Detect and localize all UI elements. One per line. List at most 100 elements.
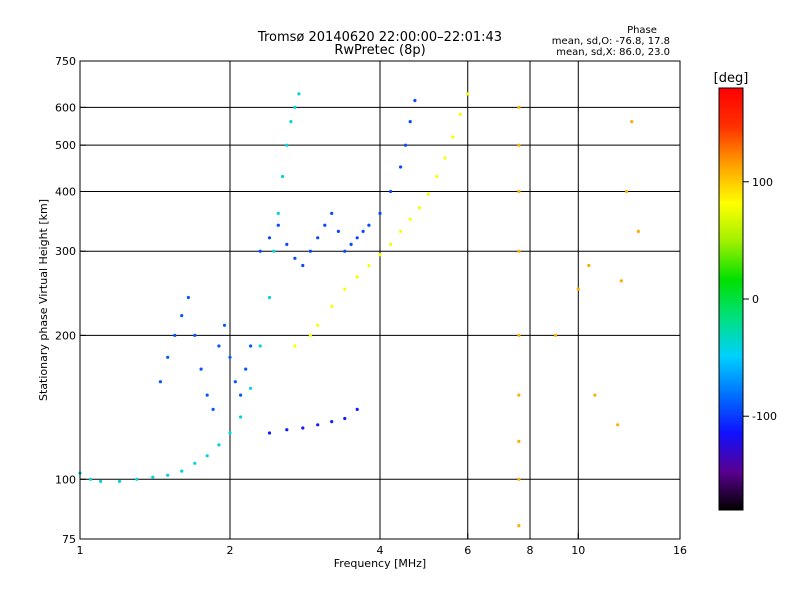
scatter-point (367, 223, 371, 227)
scatter-point (619, 279, 623, 283)
scatter-point (180, 314, 184, 318)
scatter-point (173, 333, 177, 337)
scatter-point (330, 420, 334, 424)
colorbar-ticks: 100 0 -100 (743, 176, 777, 423)
scatter-point (228, 355, 232, 359)
scatter-point (616, 423, 620, 427)
scatter-point (99, 479, 103, 483)
scatter-point (378, 211, 382, 215)
scatter-point (308, 333, 312, 337)
scatter-point (553, 333, 558, 337)
x-tick-label: 6 (464, 544, 471, 557)
chart-subtitle: RwPretec (8p) (334, 43, 425, 58)
chart-title: Tromsø 20140620 22:00:00–22:01:43 (257, 30, 502, 45)
y-tick-label: 400 (55, 185, 76, 198)
colorbar-label: [deg] (714, 71, 749, 86)
scatter-point (211, 407, 215, 411)
scatter-point (297, 92, 301, 96)
scatter-point (267, 431, 272, 435)
axis-layer: 1 2 4 6 8 10 16 75 100 200 300 400 500 600 750 (55, 55, 687, 557)
scatter-point (323, 223, 327, 227)
scatter-point (330, 304, 334, 308)
scatter-point (408, 217, 412, 221)
scatter-point (367, 263, 371, 268)
scatter-point (186, 295, 190, 300)
scatter-point (576, 287, 580, 291)
scatter-point (301, 263, 305, 268)
scatter-point (355, 275, 359, 279)
scatter-point (316, 423, 320, 427)
scatter-point (443, 156, 447, 160)
scatter-point (285, 143, 289, 147)
scatter-point (625, 189, 629, 194)
colorbar-tick-label: -100 (752, 410, 777, 423)
scatter-point (233, 380, 237, 384)
scatter-point (258, 344, 262, 348)
y-tick-label: 600 (55, 101, 76, 114)
scatter-point (517, 105, 521, 109)
scatter-point (389, 242, 393, 246)
scatter-point (166, 355, 170, 359)
y-tick-label: 200 (55, 329, 76, 342)
x-axis-label: Frequency [MHz] (334, 557, 426, 570)
scatter-point (117, 479, 122, 483)
scatter-point (239, 415, 243, 419)
colorbar-gradient (719, 88, 743, 510)
scatter-point (417, 206, 422, 210)
scatter-point (239, 393, 243, 397)
scatter-point (361, 229, 365, 233)
x-tick-label: 8 (527, 544, 534, 557)
colorbar-tick-label: 100 (752, 176, 773, 189)
scatter-point (276, 211, 280, 215)
scatter-point (244, 367, 248, 371)
colorbar-tick-label: 0 (752, 293, 759, 306)
scatter-point (517, 524, 521, 528)
scatter-point (517, 477, 521, 481)
scatter-point (330, 211, 334, 215)
scatter-point (517, 249, 521, 253)
scatter-point (308, 249, 312, 253)
scatter-point (349, 242, 353, 246)
scatter-point (316, 323, 320, 327)
scatter-point (399, 229, 403, 233)
scatter-point (249, 344, 253, 348)
scatter-point (355, 236, 359, 240)
scatter-point (336, 229, 340, 233)
scatter-point (435, 174, 439, 179)
scatter-point (413, 98, 417, 103)
scatter-point (466, 92, 470, 96)
scatter-point (285, 428, 289, 432)
scatter-point (451, 135, 455, 139)
scatter-point (281, 174, 285, 179)
scatter-point (458, 112, 462, 116)
scatter-point (293, 105, 297, 109)
scatter-point (343, 287, 347, 291)
points-layer (78, 92, 641, 528)
x-tick-label: 1 (77, 544, 84, 557)
scatter-point (293, 344, 297, 348)
scatter-point (517, 439, 521, 443)
scatter-point (426, 192, 430, 196)
y-tick-label: 75 (62, 533, 76, 546)
scatter-point (285, 242, 289, 246)
scatter-point (258, 249, 262, 253)
scatter-point (517, 393, 521, 397)
scatter-point (193, 333, 197, 337)
x-tick-label: 16 (673, 544, 687, 557)
scatter-point (267, 295, 272, 300)
scatter-point (517, 143, 521, 147)
scatter-point (636, 229, 641, 233)
scatter-point (151, 475, 155, 479)
scatter-point (205, 454, 209, 458)
scatter-point (630, 120, 634, 124)
x-tick-label: 10 (571, 544, 585, 557)
scatter-point (199, 367, 203, 371)
scatter-point (222, 323, 227, 327)
scatter-point (355, 407, 359, 411)
stats-line-o: mean, sd,O: -76.8, 17.8 (552, 36, 670, 47)
grid-layer (80, 61, 680, 539)
scatter-point (166, 473, 170, 477)
scatter-point (135, 477, 139, 481)
scatter-point (343, 416, 347, 421)
